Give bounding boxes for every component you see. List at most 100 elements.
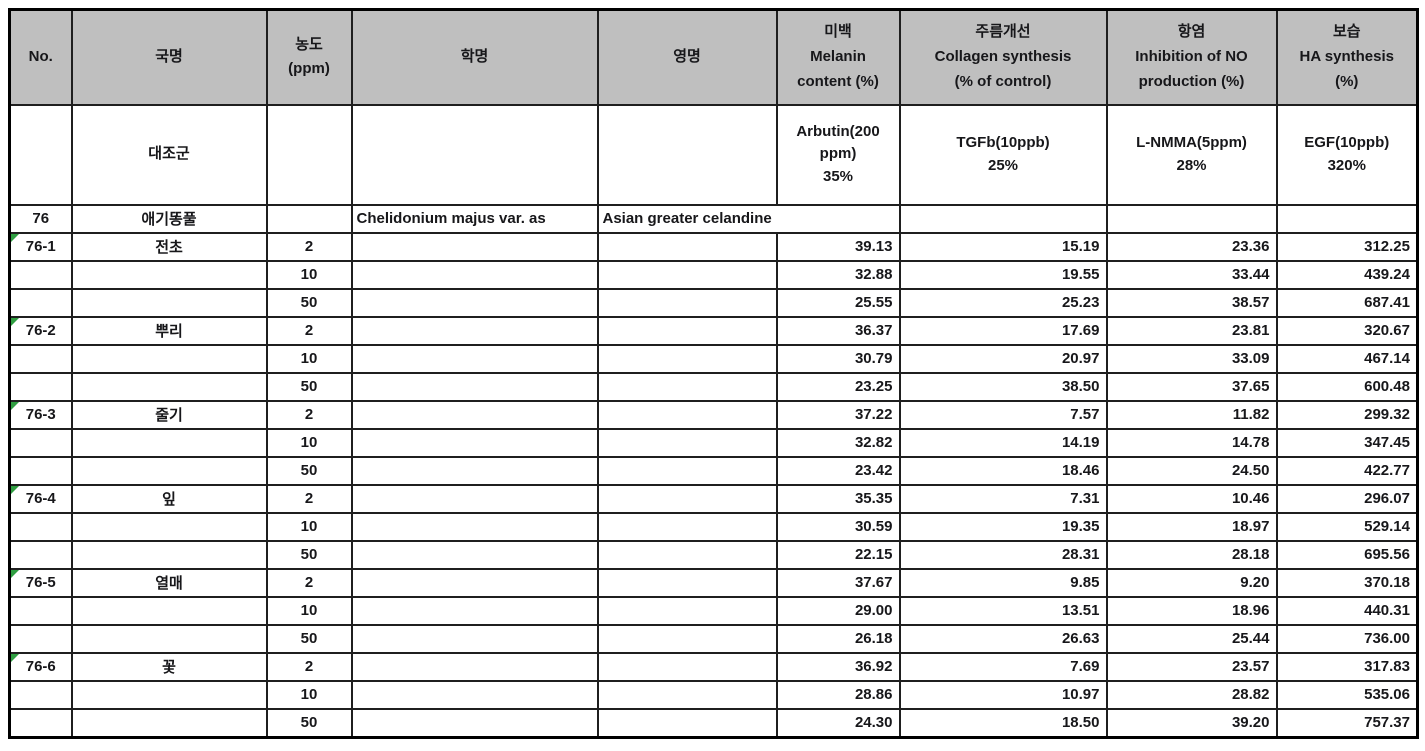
control-whitening-reference[interactable]: Arbutin(200 ppm) 35% [775, 103, 901, 206]
cell-plant-part[interactable]: 뿌리 [70, 315, 268, 346]
cell-melanin[interactable]: 30.79 [775, 343, 901, 374]
cell-english-name[interactable] [596, 539, 778, 570]
cell-concentration[interactable]: 10 [265, 343, 353, 374]
cell-no-inhibition[interactable]: 23.36 [1105, 231, 1278, 262]
cell-scientific-name[interactable] [350, 483, 599, 514]
cell-ha[interactable]: 757.37 [1275, 707, 1419, 738]
cell-plant-part[interactable] [70, 539, 268, 570]
cell-ha[interactable]: 296.07 [1275, 483, 1419, 514]
cell-scientific-name[interactable] [350, 231, 599, 262]
cell-ha[interactable]: 440.31 [1275, 595, 1419, 626]
cell-scientific-name[interactable] [350, 259, 599, 290]
cell-ha[interactable]: 312.25 [1275, 231, 1419, 262]
species-korean-name-cell[interactable]: 애기똥풀 [70, 203, 268, 234]
cell-scientific-name[interactable] [350, 511, 599, 542]
cell-no[interactable] [8, 707, 73, 738]
cell-concentration[interactable]: 2 [265, 399, 353, 430]
cell-concentration[interactable]: 10 [265, 511, 353, 542]
cell-plant-part[interactable]: 줄기 [70, 399, 268, 430]
cell-english-name[interactable] [596, 511, 778, 542]
cell-scientific-name[interactable] [350, 623, 599, 654]
cell-english-name[interactable] [596, 315, 778, 346]
cell-collagen[interactable]: 7.57 [898, 399, 1108, 430]
cell-collagen[interactable]: 18.46 [898, 455, 1108, 486]
cell-plant-part[interactable]: 전초 [70, 231, 268, 262]
cell-melanin[interactable]: 37.22 [775, 399, 901, 430]
header-moisture-ha[interactable]: 보습 HA synthesis (%) [1275, 8, 1419, 106]
header-antiinflammation-no[interactable]: 항염 Inhibition of NO production (%) [1105, 8, 1278, 106]
cell-melanin[interactable]: 29.00 [775, 595, 901, 626]
species-concentration-cell[interactable] [265, 203, 353, 234]
cell-plant-part[interactable] [70, 595, 268, 626]
cell-collagen[interactable]: 19.55 [898, 259, 1108, 290]
cell-concentration[interactable]: 2 [265, 567, 353, 598]
cell-melanin[interactable]: 36.37 [775, 315, 901, 346]
cell-ha[interactable]: 299.32 [1275, 399, 1419, 430]
cell-ha[interactable]: 687.41 [1275, 287, 1419, 318]
cell-concentration[interactable]: 2 [265, 315, 353, 346]
cell-english-name[interactable] [596, 399, 778, 430]
cell-ha[interactable]: 370.18 [1275, 567, 1419, 598]
cell-melanin[interactable]: 23.25 [775, 371, 901, 402]
cell-collagen[interactable]: 7.69 [898, 651, 1108, 682]
cell-melanin[interactable]: 22.15 [775, 539, 901, 570]
cell-scientific-name[interactable] [350, 567, 599, 598]
cell-no-inhibition[interactable]: 33.44 [1105, 259, 1278, 290]
cell-scientific-name[interactable] [350, 343, 599, 374]
header-no[interactable]: No. [8, 8, 73, 106]
cell-melanin[interactable]: 32.82 [775, 427, 901, 458]
cell-concentration[interactable]: 50 [265, 539, 353, 570]
cell-ha[interactable]: 317.83 [1275, 651, 1419, 682]
control-no-cell[interactable] [8, 103, 73, 206]
cell-plant-part[interactable] [70, 511, 268, 542]
cell-melanin[interactable]: 23.42 [775, 455, 901, 486]
cell-plant-part[interactable] [70, 707, 268, 738]
cell-no[interactable]: 76-5 [8, 567, 73, 598]
cell-plant-part[interactable] [70, 623, 268, 654]
cell-concentration[interactable]: 50 [265, 707, 353, 738]
cell-no-inhibition[interactable]: 9.20 [1105, 567, 1278, 598]
header-wrinkle-collagen[interactable]: 주름개선 Collagen synthesis (% of control) [898, 8, 1108, 106]
cell-collagen[interactable]: 26.63 [898, 623, 1108, 654]
cell-plant-part[interactable] [70, 343, 268, 374]
species-english-name-cell[interactable]: Asian greater celandine [596, 203, 901, 234]
cell-ha[interactable]: 529.14 [1275, 511, 1419, 542]
cell-no[interactable] [8, 679, 73, 710]
cell-plant-part[interactable] [70, 287, 268, 318]
cell-collagen[interactable]: 14.19 [898, 427, 1108, 458]
cell-no[interactable] [8, 455, 73, 486]
cell-no-inhibition[interactable]: 28.18 [1105, 539, 1278, 570]
cell-plant-part[interactable]: 꽃 [70, 651, 268, 682]
cell-melanin[interactable]: 26.18 [775, 623, 901, 654]
cell-no[interactable] [8, 371, 73, 402]
cell-concentration[interactable]: 10 [265, 679, 353, 710]
cell-scientific-name[interactable] [350, 651, 599, 682]
cell-english-name[interactable] [596, 343, 778, 374]
cell-ha[interactable]: 600.48 [1275, 371, 1419, 402]
cell-scientific-name[interactable] [350, 371, 599, 402]
control-antiinflammation-reference[interactable]: L-NMMA(5ppm) 28% [1105, 103, 1278, 206]
control-wrinkle-reference[interactable]: TGFb(10ppb) 25% [898, 103, 1108, 206]
cell-english-name[interactable] [596, 595, 778, 626]
cell-no-inhibition[interactable]: 37.65 [1105, 371, 1278, 402]
cell-melanin[interactable]: 24.30 [775, 707, 901, 738]
cell-concentration[interactable]: 50 [265, 371, 353, 402]
header-concentration[interactable]: 농도 (ppm) [265, 8, 353, 106]
cell-collagen[interactable]: 38.50 [898, 371, 1108, 402]
cell-plant-part[interactable]: 열매 [70, 567, 268, 598]
cell-no-inhibition[interactable]: 18.97 [1105, 511, 1278, 542]
control-english-name-cell[interactable] [596, 103, 778, 206]
cell-collagen[interactable]: 9.85 [898, 567, 1108, 598]
cell-no[interactable] [8, 623, 73, 654]
cell-english-name[interactable] [596, 567, 778, 598]
cell-collagen[interactable]: 15.19 [898, 231, 1108, 262]
cell-concentration[interactable]: 10 [265, 595, 353, 626]
cell-no[interactable] [8, 287, 73, 318]
cell-scientific-name[interactable] [350, 539, 599, 570]
cell-no[interactable] [8, 539, 73, 570]
cell-no-inhibition[interactable]: 18.96 [1105, 595, 1278, 626]
species-ha-cell[interactable] [1275, 203, 1419, 234]
cell-ha[interactable]: 695.56 [1275, 539, 1419, 570]
cell-no[interactable]: 76-1 [8, 231, 73, 262]
cell-concentration[interactable]: 2 [265, 651, 353, 682]
